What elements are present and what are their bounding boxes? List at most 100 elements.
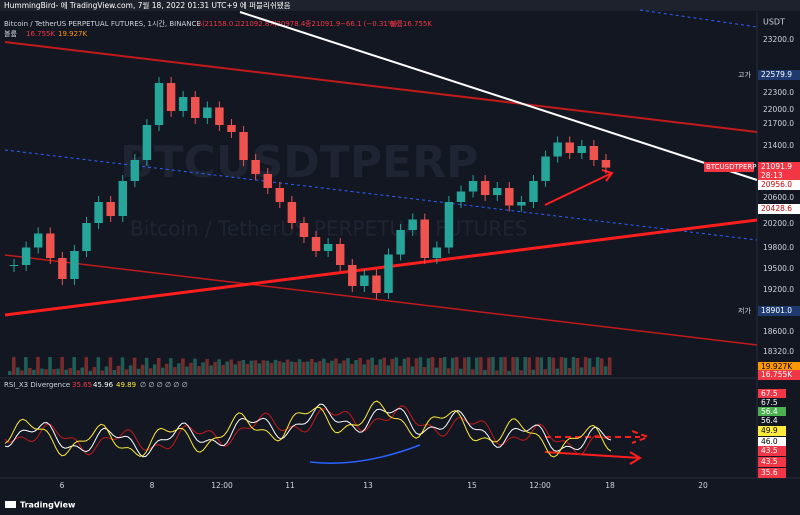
volume-bar [342,360,346,375]
tag-bg [758,389,786,399]
volume-bar [241,359,246,375]
tag-text: 18901.0 [761,306,792,315]
volume-bar [426,358,431,375]
price-label: 19800.0 [763,243,794,252]
rsi-v2: 45.96 [93,381,114,389]
volume-bar [16,367,20,375]
volume-bar [463,357,467,375]
volume-bar [458,368,463,375]
watermark-ticker: BTCUSDTPERP [120,137,478,188]
volume-bar [40,368,44,375]
candle-body [335,244,345,265]
volume-bar [603,366,608,375]
rsi-line [4,405,612,456]
volume-bar [72,357,76,375]
volume-bar [80,367,85,375]
price-label: 19200.0 [763,285,794,294]
price-label: 18600.0 [763,327,794,336]
volume-bar [8,371,12,375]
time-label: 8 [150,481,155,490]
volume-bar [362,364,366,375]
drawings [4,9,758,346]
trendline [239,11,758,181]
volume-bar [386,365,391,375]
volume-bar [64,369,68,375]
volume-bar [217,359,221,375]
volume-a: 16.755K [26,30,55,38]
rsi-line [4,403,612,458]
tag-text: BTCUSDTPERP [706,163,757,171]
volume-bar [535,357,540,375]
price-label: 20600.0 [763,193,794,202]
legend-symbol: Bitcoin / TetherUS PERPETUAL FUTURES, 1시… [4,19,201,28]
candle-body [178,97,188,111]
volume-bar [559,357,564,375]
volume-bar [322,358,326,375]
time-label: 18 [605,481,615,490]
volume-bar [84,357,89,375]
volume-bar [181,358,185,375]
candle-body [565,142,574,153]
volume-bar [221,364,225,375]
volume-bar [418,357,423,375]
candle-body [372,275,381,293]
tag-text: 56.4 [761,416,778,425]
tag-bg [758,407,786,417]
candle-body [94,202,103,223]
candle-body [420,219,429,258]
volume-bar [523,357,527,375]
rsi-v1: 35.65 [72,381,92,389]
volume-bar [148,368,153,375]
volume-bar [213,361,217,375]
tag-text: 67.5 [761,389,778,398]
candle-body [517,202,526,206]
tag-text: 67.5 [761,398,778,407]
candle-body [323,244,333,251]
watermark-name: Bitcoin / TetherUS PERPETUAL FUTURES [130,217,527,241]
tag-text: 19.927K [761,362,793,371]
axis-unit: USDT [763,18,785,27]
price-label: 21700.0 [763,119,794,128]
volume-bar [430,357,435,375]
volume-bar [507,370,511,375]
legend-low: 저20978.4 [270,19,306,28]
volume-bar [249,360,254,375]
candle-body [589,146,599,160]
volume-bar [261,360,266,375]
volume-bar [297,359,302,375]
volume-bar [104,366,109,375]
volume-bar [108,357,113,375]
volume-bar [193,358,197,375]
arrow [544,169,614,206]
volume-bar [491,357,495,375]
volume-bar [599,358,604,375]
tag-bg [758,437,786,447]
tag-caption: 저가 [738,306,751,315]
volume-bar [28,367,32,375]
volume-bar [116,365,121,375]
volume-bar [120,357,125,375]
tag-bg [758,171,800,181]
rsi-v3: 49.89 [116,381,136,389]
rsi-pane: RSI_X3 Divergence 35.65 45.96 49.89 ∅ ∅ … [4,381,651,465]
candle-body [432,247,442,258]
tag-bg [758,70,800,80]
volume-bar [318,361,322,375]
legend-volume: 볼륨16.755K [390,19,432,28]
volume-bar [173,367,177,375]
volume-bar [326,362,330,375]
volume-bar [56,368,60,375]
tag-text: 20428.6 [761,204,792,213]
candle-body [251,160,260,174]
volume-bar [350,363,354,375]
volume-bar [301,361,306,375]
volume-bar [44,369,48,375]
time-label: 12:00 [529,481,551,490]
volume-bar [454,357,459,375]
volume-bar [571,357,576,375]
candle-body [70,251,79,279]
tag-text: 46.0 [761,437,778,446]
candle-body [203,107,212,118]
volume-bar [382,357,387,375]
